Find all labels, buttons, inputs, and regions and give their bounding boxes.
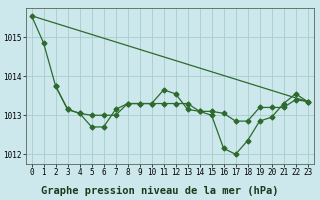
Text: Graphe pression niveau de la mer (hPa): Graphe pression niveau de la mer (hPa) (41, 186, 279, 196)
